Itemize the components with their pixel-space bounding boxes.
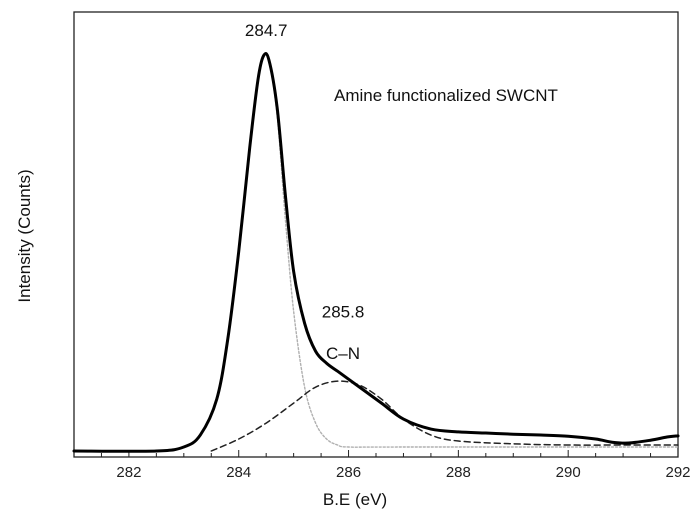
x-axis-ticks: 282 284 286 288 290 292 <box>73 450 691 481</box>
y-axis-title: Intensity (Counts) <box>15 169 34 302</box>
annotations: 284.7 285.8 C–N <box>245 21 364 363</box>
x-tick-label: 286 <box>336 464 361 481</box>
x-tick-label: 284 <box>226 464 251 481</box>
x-tick-label: 288 <box>446 464 471 481</box>
series-measured-spectrum <box>72 52 680 453</box>
plot-frame <box>73 11 679 458</box>
x-tick-label: 292 <box>665 464 690 481</box>
series-layer <box>72 52 680 453</box>
peak-annotation: 285.8 <box>322 302 365 321</box>
series-fit-peak-285-8 <box>210 380 679 452</box>
x-tick-label: 282 <box>116 464 141 481</box>
inset-label: Amine functionalized SWCNT <box>334 86 558 105</box>
x-axis-title: B.E (eV) <box>323 490 387 509</box>
x-tick-label: 290 <box>556 464 581 481</box>
peak-annotation: 284.7 <box>245 21 288 40</box>
peak-annotation: C–N <box>326 344 360 363</box>
series-fit-peak-284-7 <box>155 52 679 452</box>
